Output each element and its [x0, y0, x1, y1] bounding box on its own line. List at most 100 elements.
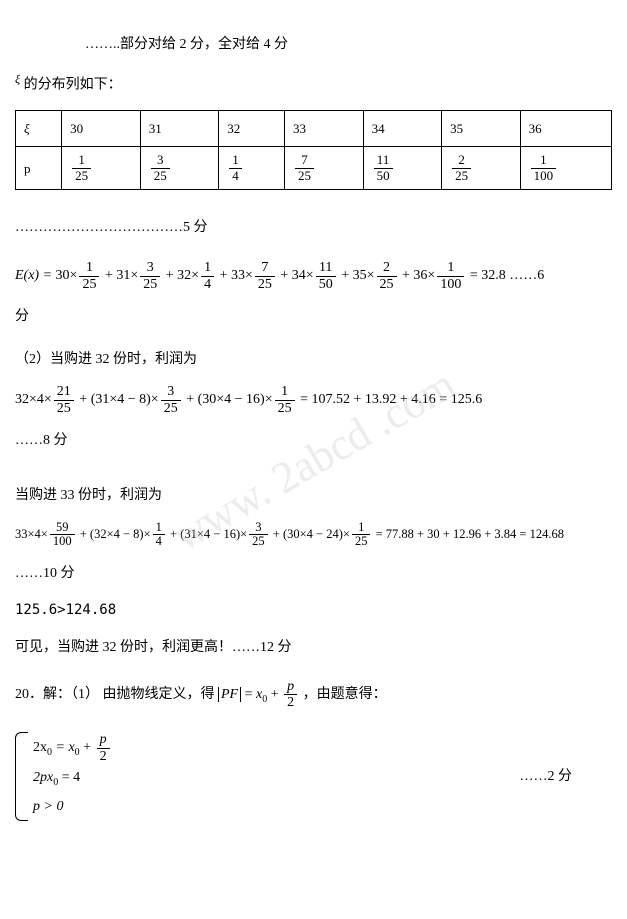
sys-r2-tail: = 4 [58, 770, 80, 785]
frac-den: 25 [79, 277, 99, 292]
frac-num: 1 [275, 384, 295, 400]
table-cell: 35 [442, 111, 521, 147]
table-cell: 32 [219, 111, 285, 147]
term: 32×4× [15, 392, 52, 407]
distribution-intro: ξ 的分布列如下： [15, 69, 612, 98]
term: 32× [177, 268, 199, 283]
frac-num: 1 [79, 260, 99, 276]
sys-r2: 2px [33, 770, 53, 785]
frac-den: 25 [72, 169, 91, 183]
sys-r1-lhs: 2x [33, 740, 47, 755]
frac-num: 1 [437, 260, 464, 276]
frac-den: 4 [201, 277, 214, 292]
frac-den: 2 [97, 749, 110, 764]
xi-header-cell: ξ [16, 111, 62, 147]
ex-result: = 32.8 [470, 268, 506, 283]
plus: + [280, 268, 291, 283]
frac-den: 2 [284, 695, 297, 710]
p-label-cell: p [16, 147, 62, 190]
frac-den: 25 [151, 169, 170, 183]
frac-num: 11 [316, 260, 336, 276]
q20-tail: ，由题意得： [303, 687, 387, 702]
distribution-intro-text: 的分布列如下： [24, 78, 122, 93]
frac-den: 25 [54, 401, 74, 416]
q20-line: 20．解：（1） 由抛物线定义，得 PF = x0 + p2 ，由题意得： [15, 679, 612, 711]
frac-den: 100 [437, 277, 464, 292]
term: 36× [413, 268, 435, 283]
term: 33×4× [15, 527, 48, 541]
xi-symbol-cell: ξ [24, 121, 30, 136]
eq-tail: = 77.88 + 30 + 12.96 + 3.84 = 124.68 [376, 527, 564, 541]
frac-den: 50 [316, 277, 336, 292]
plus: + [166, 268, 177, 283]
frac-den: 100 [531, 169, 557, 183]
distribution-table: ξ 30 31 32 33 34 35 36 p 125 325 14 725 … [15, 110, 612, 190]
expectation-equation: E(x) = 30×125 + 31×325 + 32×14 + 33×725 … [15, 260, 612, 292]
frac-den: 25 [377, 277, 397, 292]
frac-num: p [97, 732, 110, 748]
term: 30× [56, 268, 78, 283]
table-cell: 125 [62, 147, 141, 190]
sub: 0 [75, 747, 80, 758]
frac-num: 2 [452, 153, 471, 168]
frac-num: p [284, 679, 297, 695]
plus: + [220, 268, 231, 283]
frac-num: 1 [229, 153, 242, 168]
conclusion: 可见，当购进 32 份时，利润更高！……12 分 [15, 635, 612, 660]
q20-lead: 20．解：（1） 由抛物线定义，得 [15, 687, 215, 702]
abs-pf: PF [218, 687, 241, 702]
frac-den: 4 [229, 169, 242, 183]
frac-den: 25 [161, 401, 181, 416]
plus: + [402, 268, 413, 283]
frac-den: 50 [374, 169, 393, 183]
frac-den: 25 [295, 169, 314, 183]
frac-den: 25 [275, 401, 295, 416]
table-cell: 725 [285, 147, 364, 190]
frac-num: 59 [50, 521, 75, 536]
term: 34× [292, 268, 314, 283]
table-cell: 31 [140, 111, 219, 147]
frac-num: 3 [140, 260, 160, 276]
table-row: ξ 30 31 32 33 34 35 36 [16, 111, 612, 147]
profit32-equation: 32×4×2125 + (31×4 − 8)×325 + (30×4 − 16)… [15, 384, 612, 416]
ex-tail: ……6 [509, 268, 544, 283]
term: + (30×4 − 16)× [186, 392, 272, 407]
frac-num: 11 [374, 153, 393, 168]
term: + (31×4 − 16)× [170, 527, 247, 541]
system-row: 2x0 = x0 + p2 2px0 = 4 p > 0 ……2 分 [15, 722, 612, 831]
frac-num: 1 [153, 521, 165, 536]
part2-heading: （2）当购进 32 份时，利润为 [15, 347, 612, 372]
frac-num: 3 [249, 521, 268, 536]
xi-symbol: ξ [15, 72, 20, 86]
plus: + [341, 268, 352, 283]
ex-lead: E(x) = [15, 268, 56, 283]
score-2: ……2 分 [520, 764, 613, 789]
table-cell: 33 [285, 111, 364, 147]
score-10: ……10 分 [15, 561, 612, 586]
table-cell: 34 [363, 111, 442, 147]
term: + (31×4 − 8)× [79, 392, 158, 407]
plus: + [83, 740, 94, 755]
eq-tail: = 107.52 + 13.92 + 4.16 = 125.6 [300, 392, 482, 407]
table-cell: 225 [442, 147, 521, 190]
profit33-equation: 33×4×59100 + (32×4 − 8)×14 + (31×4 − 16)… [15, 521, 612, 550]
frac-num: 1 [72, 153, 91, 168]
term: + (32×4 − 8)× [80, 527, 151, 541]
plus: + [271, 687, 282, 702]
term: 33× [231, 268, 253, 283]
frac-num: 3 [151, 153, 170, 168]
table-cell: 1150 [363, 147, 442, 190]
frac-den: 25 [352, 535, 371, 549]
part2-heading33: 当购进 33 份时，利润为 [15, 483, 612, 508]
frac-num: 3 [161, 384, 181, 400]
table-cell: 36 [520, 111, 611, 147]
equation-system: 2x0 = x0 + p2 2px0 = 4 p > 0 [15, 732, 112, 821]
score-5: ………………………………5 分 [15, 215, 612, 240]
frac-num: 7 [295, 153, 314, 168]
frac-num: 1 [201, 260, 214, 276]
term: + (30×4 − 24)× [273, 527, 350, 541]
comparison: 125.6>124.68 [15, 598, 612, 623]
eq-sign: = [245, 687, 256, 702]
frac-num: 7 [255, 260, 275, 276]
table-cell: 325 [140, 147, 219, 190]
